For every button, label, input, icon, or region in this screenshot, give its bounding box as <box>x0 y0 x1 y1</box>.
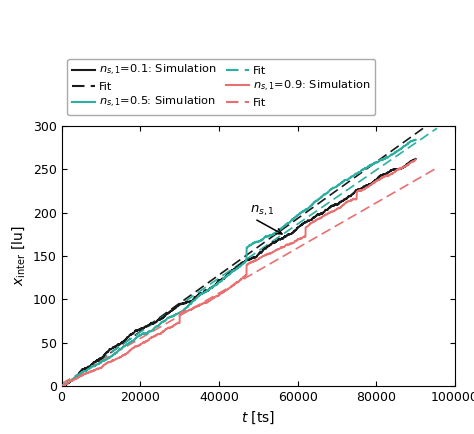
Legend: $n_{s,1}$=0.1: Simulation, Fit, $n_{s,1}$=0.5: Simulation, Fit, $n_{s,1}$=0.9: S: $n_{s,1}$=0.1: Simulation, Fit, $n_{s,1}… <box>67 59 375 115</box>
Y-axis label: $x_{\mathrm{inter}}$ [lu]: $x_{\mathrm{inter}}$ [lu] <box>10 226 27 286</box>
X-axis label: $t$ [ts]: $t$ [ts] <box>241 410 275 426</box>
Text: $n_{s,1}$: $n_{s,1}$ <box>250 204 275 218</box>
